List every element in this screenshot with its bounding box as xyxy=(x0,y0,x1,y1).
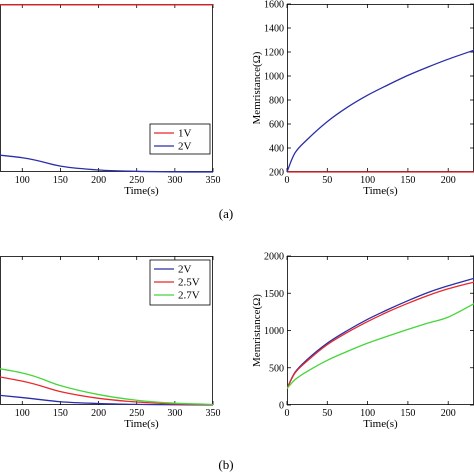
x-tick-label: 150 xyxy=(400,408,415,419)
x-tick-label: 100 xyxy=(360,408,375,419)
series-line-2.5V xyxy=(287,281,474,389)
chart-a-right: 0 50 100 150 200 200 400 600 800 1000 1200 1400 1600… xyxy=(251,0,474,197)
x-tick-label: 100 xyxy=(15,175,30,186)
series-line-2V xyxy=(287,277,474,389)
x-tick-label: 300 xyxy=(167,408,182,419)
x-tick-label: 200 xyxy=(441,408,456,419)
plot-frame xyxy=(287,256,474,405)
y-tick-label: 1400 xyxy=(264,24,284,35)
y-tick-label: 1000 xyxy=(264,326,284,337)
legend: 2V2.5V2.7V xyxy=(149,259,211,306)
chart-b-left: 100 150 200 250 300 350 Time(s) 2V2.5V2.7V xyxy=(0,256,221,430)
y-axis-label: Memristance(Ω) xyxy=(251,51,263,124)
panel-label-a: (a) xyxy=(219,206,233,221)
chart-b-right: 0 50 100 150 2000500100015002000Time(s)Memri… xyxy=(251,252,474,430)
series-line-2.7V xyxy=(287,303,474,390)
x-tick-label: 200 xyxy=(91,408,106,419)
x-tick-label: 250 xyxy=(129,408,144,419)
series-line-2V xyxy=(0,394,213,406)
x-tick-label: 350 xyxy=(206,408,221,419)
y-tick-label: 1500 xyxy=(264,289,284,300)
x-tick-label: 250 xyxy=(129,175,144,186)
x-tick-label: 150 xyxy=(53,175,68,186)
legend-label-1V: 1V xyxy=(178,128,192,140)
panel-label-b: (b) xyxy=(218,457,233,472)
y-tick-label: 200 xyxy=(269,168,284,179)
x-tick-label: 350 xyxy=(206,175,221,186)
y-axis-label: Memristance(Ω) xyxy=(251,294,263,367)
x-tick-label: 0 xyxy=(285,408,290,419)
series-line-2V xyxy=(287,49,474,173)
x-axis-label: Time(s) xyxy=(363,185,398,197)
y-tick-label: 500 xyxy=(269,363,284,374)
series-line-2V xyxy=(0,154,213,173)
y-tick-label: 2000 xyxy=(264,252,284,263)
x-tick-label: 150 xyxy=(53,408,68,419)
x-tick-label: 100 xyxy=(360,175,375,186)
x-axis-label: Time(s) xyxy=(124,418,159,430)
legend-box xyxy=(149,123,211,155)
x-axis-label: Time(s) xyxy=(124,185,159,197)
series-line-2.7V xyxy=(0,368,213,406)
y-tick-label: 1600 xyxy=(264,0,284,11)
y-tick-label: 400 xyxy=(269,144,284,155)
legend-label-2V: 2V xyxy=(178,141,192,153)
x-tick-label: 100 xyxy=(15,408,30,419)
legend-label-2.7V: 2.7V xyxy=(178,290,200,302)
legend-label-2V: 2V xyxy=(178,264,192,276)
y-tick-label: 800 xyxy=(269,96,284,107)
y-tick-label: 1200 xyxy=(264,48,284,59)
plot-frame xyxy=(0,256,213,405)
y-tick-label: 600 xyxy=(269,120,284,131)
x-tick-label: 0 xyxy=(285,175,290,186)
x-tick-label: 50 xyxy=(322,175,332,186)
x-axis-label: Time(s) xyxy=(363,418,398,430)
x-tick-label: 300 xyxy=(167,175,182,186)
x-tick-label: 50 xyxy=(322,408,332,419)
y-tick-label: 1000 xyxy=(264,72,284,83)
x-tick-label: 200 xyxy=(91,175,106,186)
legend-label-2.5V: 2.5V xyxy=(178,277,200,289)
series-line-2.5V xyxy=(0,376,213,406)
x-tick-label: 150 xyxy=(400,175,415,186)
x-tick-label: 200 xyxy=(441,175,456,186)
y-tick-label: 0 xyxy=(279,401,284,412)
